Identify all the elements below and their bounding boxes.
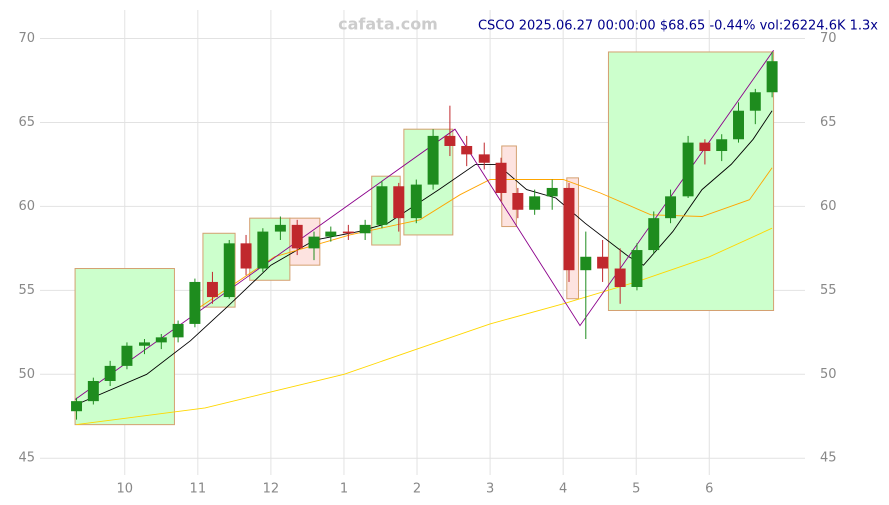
y-tick-label: 50 xyxy=(18,367,35,382)
candle-body xyxy=(580,256,592,271)
candle-body xyxy=(597,256,609,269)
candle-body xyxy=(461,145,473,155)
indicator-line xyxy=(194,167,773,311)
candle-body xyxy=(733,110,744,140)
x-tick-label: 1 xyxy=(340,482,348,497)
candle-body xyxy=(87,380,99,402)
y-tick-label-right: 55 xyxy=(820,283,837,298)
candle-body xyxy=(393,186,405,219)
candle-body xyxy=(325,231,337,237)
indicator-line xyxy=(76,227,773,426)
x-tick-label: 3 xyxy=(486,482,494,497)
candle-body xyxy=(71,401,83,412)
candle-body xyxy=(121,345,133,366)
candle-body xyxy=(563,187,575,271)
watermark: cafata.com xyxy=(338,15,438,34)
y-tick-label: 60 xyxy=(18,199,35,214)
candle-body xyxy=(410,184,422,219)
y-tick-label-right: 50 xyxy=(820,367,837,382)
y-tick-label: 65 xyxy=(18,115,35,130)
candle-body xyxy=(257,231,269,269)
y-tick-label-right: 60 xyxy=(820,199,837,214)
x-tick-label: 6 xyxy=(705,482,713,497)
candle-body xyxy=(546,187,558,197)
y-tick-label: 55 xyxy=(18,283,35,298)
candle-body xyxy=(206,281,218,298)
candle-body xyxy=(631,250,643,287)
x-tick-label: 5 xyxy=(632,482,640,497)
candle-body xyxy=(155,337,167,343)
x-tick-label: 12 xyxy=(263,482,280,497)
candle-body xyxy=(444,135,456,146)
candle-body xyxy=(749,92,761,111)
x-tick-label: 10 xyxy=(116,482,133,497)
candle-body xyxy=(189,281,201,324)
candle-body xyxy=(665,196,677,219)
candle-body xyxy=(376,186,388,225)
candle-body xyxy=(359,224,371,234)
x-tick-label: 11 xyxy=(190,482,207,497)
candle-body xyxy=(291,224,303,249)
y-tick-label-right: 45 xyxy=(820,451,837,466)
y-tick-label: 70 xyxy=(18,31,35,46)
candle-body xyxy=(716,139,728,152)
candle-body xyxy=(699,142,711,152)
candle-body xyxy=(495,162,507,193)
candle-body xyxy=(648,218,660,251)
chart-title: CSCO 2025.06.27 00:00:00 $68.65 -0.44% v… xyxy=(478,19,878,34)
candle-body xyxy=(682,142,694,197)
candle-body xyxy=(172,323,184,338)
candle-body xyxy=(512,192,524,210)
candle-body xyxy=(104,365,116,381)
candle-body xyxy=(427,135,439,185)
candle-body xyxy=(240,243,252,269)
candle-body xyxy=(274,224,286,232)
candle-body xyxy=(478,154,490,163)
candle-body xyxy=(223,243,235,298)
candle-body xyxy=(139,342,150,346)
candle-body xyxy=(766,61,778,93)
candle-body xyxy=(529,196,541,210)
x-tick-label: 4 xyxy=(559,482,567,497)
candle-body xyxy=(308,236,320,249)
candle-body xyxy=(614,268,626,287)
x-tick-label: 2 xyxy=(413,482,421,497)
y-tick-label: 45 xyxy=(18,451,35,466)
y-tick-label-right: 65 xyxy=(820,115,837,130)
y-tick-label-right: 70 xyxy=(820,31,837,46)
candle-body xyxy=(342,231,354,234)
